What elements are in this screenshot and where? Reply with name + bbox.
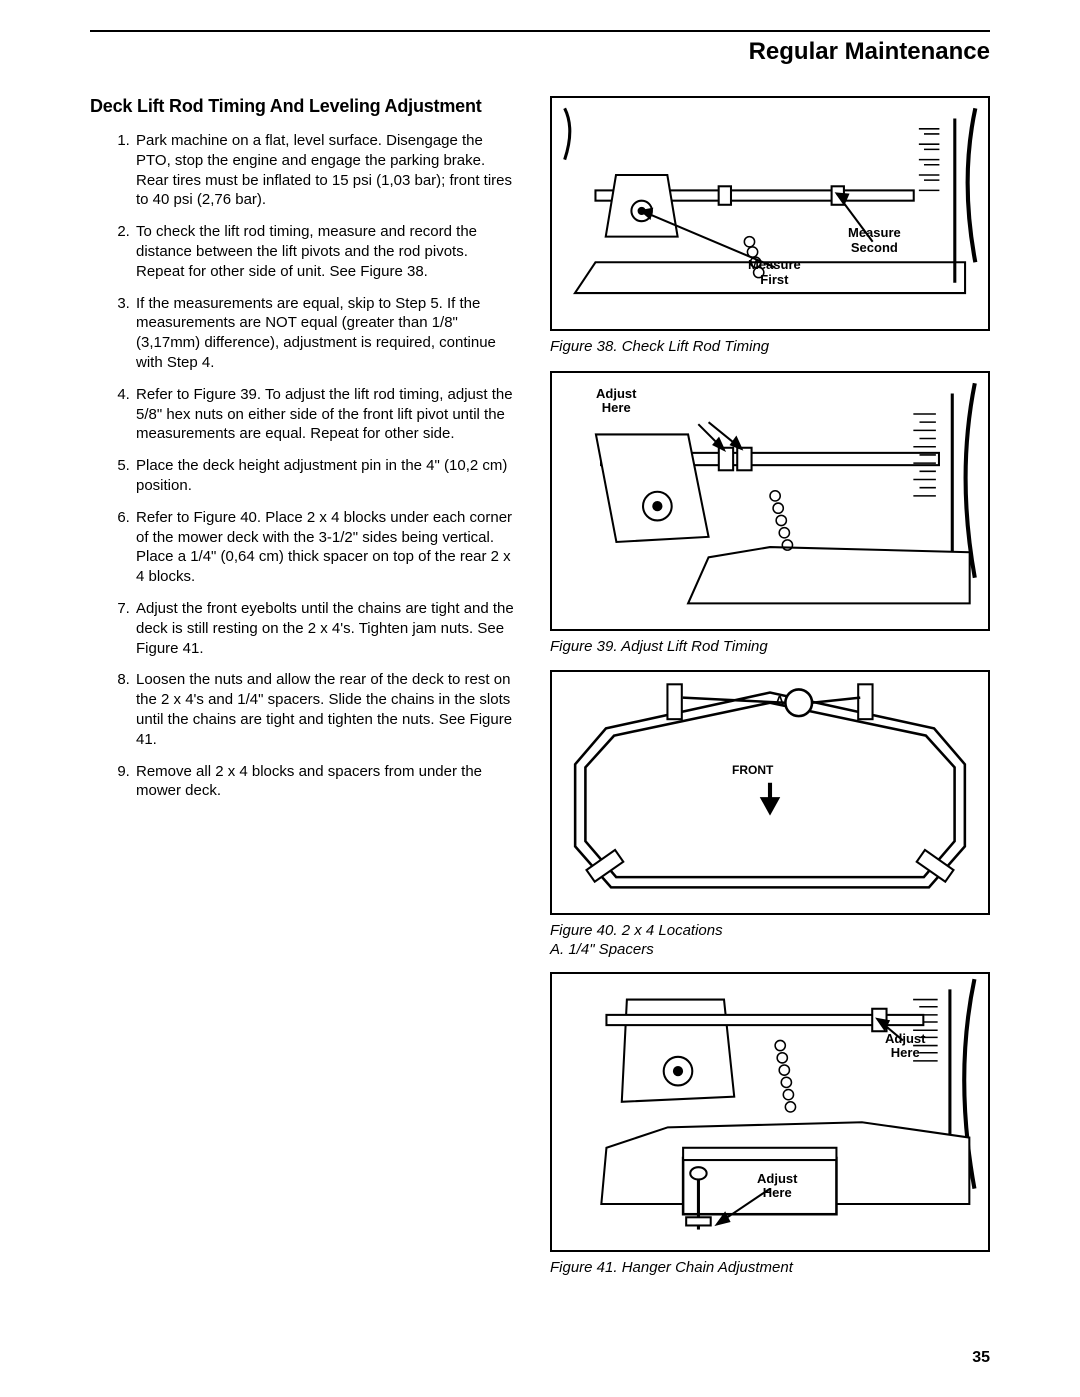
step-item: Place the deck height adjustment pin in … <box>134 456 520 496</box>
step-item: Adjust the front eyebolts until the chai… <box>134 599 520 658</box>
figure-38-illustration <box>552 98 988 329</box>
step-item: Park machine on a flat, level surface. D… <box>134 131 520 210</box>
figure-38-caption: Figure 38. Check Lift Rod Timing <box>550 337 990 357</box>
figure-40-illustration <box>552 672 988 913</box>
figure-39: Adjust Here Figure 39. Adjust Lift Rod T… <box>550 371 990 657</box>
label-measure-first: Measure First <box>748 258 801 288</box>
subsection-title: Deck Lift Rod Timing And Leveling Adjust… <box>90 96 520 117</box>
figure-40-caption-2: A. 1/4" Spacers <box>550 941 990 958</box>
figure-41-caption: Figure 41. Hanger Chain Adjustment <box>550 1258 990 1278</box>
header-rule <box>90 30 990 32</box>
figure-40-box: A FRONT <box>550 670 990 915</box>
step-item: Loosen the nuts and allow the rear of th… <box>134 670 520 749</box>
page-number: 35 <box>972 1349 990 1367</box>
content-columns: Deck Lift Rod Timing And Leveling Adjust… <box>90 96 990 1291</box>
steps-list: Park machine on a flat, level surface. D… <box>90 131 520 801</box>
section-header: Regular Maintenance <box>90 38 990 66</box>
figure-41-illustration <box>552 974 988 1250</box>
step-item: Refer to Figure 40. Place 2 x 4 blocks u… <box>134 508 520 587</box>
step-item: To check the lift rod timing, measure an… <box>134 222 520 281</box>
figure-41-box: Adjust Here Adjust Here <box>550 972 990 1252</box>
figure-38-box: Measure First Measure Second <box>550 96 990 331</box>
label-a: A <box>775 694 784 709</box>
figure-40: A FRONT Figure 40. 2 x 4 Locations A. 1/… <box>550 670 990 958</box>
right-column: Measure First Measure Second Figure 38. … <box>550 96 990 1291</box>
step-item: Remove all 2 x 4 blocks and spacers from… <box>134 762 520 802</box>
step-item: Refer to Figure 39. To adjust the lift r… <box>134 385 520 444</box>
left-column: Deck Lift Rod Timing And Leveling Adjust… <box>90 96 520 1291</box>
label-front: FRONT <box>732 764 773 778</box>
label-measure-second: Measure Second <box>848 226 901 256</box>
label-adjust-here: Adjust Here <box>596 387 636 417</box>
label-adjust-here-bottom: Adjust Here <box>757 1172 797 1202</box>
figure-39-box: Adjust Here <box>550 371 990 631</box>
figure-38: Measure First Measure Second Figure 38. … <box>550 96 990 357</box>
figure-40-caption: Figure 40. 2 x 4 Locations <box>550 921 990 941</box>
step-item: If the measurements are equal, skip to S… <box>134 294 520 373</box>
figure-41: Adjust Here Adjust Here Figure 41. Hange… <box>550 972 990 1278</box>
figure-39-caption: Figure 39. Adjust Lift Rod Timing <box>550 637 990 657</box>
label-adjust-here-right: Adjust Here <box>885 1032 925 1062</box>
